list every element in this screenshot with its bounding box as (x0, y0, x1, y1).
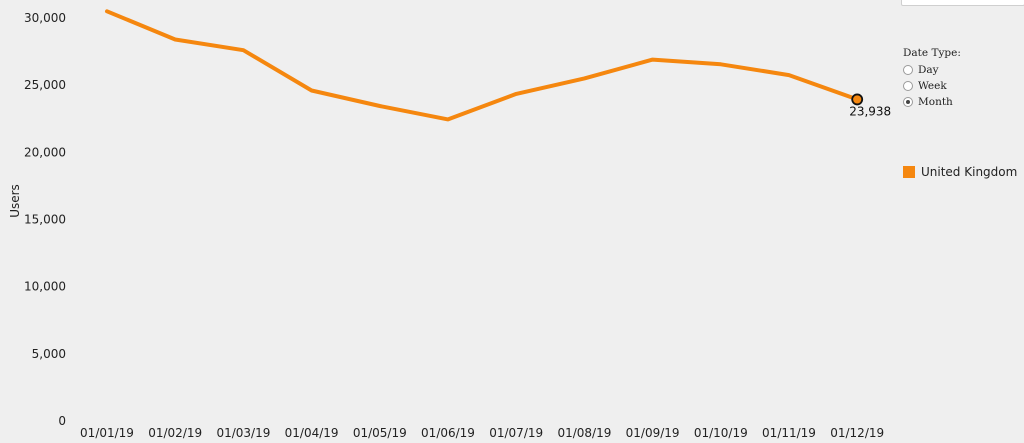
highlight-point-label: 23,938 (849, 104, 891, 118)
y-tick-label: 0 (58, 414, 66, 428)
legend-swatch (903, 166, 915, 178)
x-tick-label: 01/11/19 (762, 426, 816, 440)
top-input-field[interactable] (901, 0, 1024, 6)
x-tick-label: 01/02/19 (148, 426, 202, 440)
y-tick-label: 5,000 (32, 347, 66, 361)
radio-month[interactable] (903, 97, 913, 107)
x-tick-label: 01/06/19 (421, 426, 475, 440)
date-type-option-label: Month (918, 96, 953, 108)
radio-day[interactable] (903, 65, 913, 75)
x-tick-label: 01/09/19 (626, 426, 680, 440)
x-tick-label: 01/01/19 (80, 426, 134, 440)
date-type-option-week[interactable]: Week (903, 78, 961, 94)
chart-legend: United Kingdom (903, 165, 1017, 179)
line-chart: 0 5,000 10,000 15,000 20,000 25,000 30,000 Use… (8, 9, 891, 440)
date-type-option-label: Day (918, 64, 939, 76)
x-tick-label: 01/05/19 (353, 426, 407, 440)
y-tick-label: 10,000 (24, 280, 66, 294)
legend-label: United Kingdom (921, 165, 1018, 179)
radio-week[interactable] (903, 81, 913, 91)
x-tick-label: 01/03/19 (216, 426, 270, 440)
y-tick-label: 30,000 (24, 11, 66, 25)
x-tick-label: 01/12/19 (830, 426, 884, 440)
x-tick-label: 01/10/19 (694, 426, 748, 440)
date-type-title: Date Type: (903, 47, 961, 59)
date-type-option-month[interactable]: Month (903, 94, 961, 110)
y-axis: 0 5,000 10,000 15,000 20,000 25,000 30,000 (24, 11, 66, 428)
series-line (105, 9, 860, 122)
x-tick-label: 01/08/19 (557, 426, 611, 440)
y-tick-label: 15,000 (24, 213, 66, 227)
date-type-option-label: Week (918, 80, 947, 92)
date-type-option-day[interactable]: Day (903, 62, 961, 78)
highlight-point[interactable] (851, 93, 864, 106)
y-tick-label: 25,000 (24, 78, 66, 92)
x-axis: 01/01/19 01/02/19 01/03/19 01/04/19 01/05/19… (80, 426, 884, 440)
x-tick-label: 01/07/19 (489, 426, 543, 440)
y-axis-title: Users (8, 184, 22, 218)
x-tick-label: 01/04/19 (285, 426, 339, 440)
y-tick-label: 20,000 (24, 145, 66, 159)
date-type-control: Date Type: Day Week Month (903, 47, 961, 110)
series-group: 23,938 (105, 9, 891, 122)
